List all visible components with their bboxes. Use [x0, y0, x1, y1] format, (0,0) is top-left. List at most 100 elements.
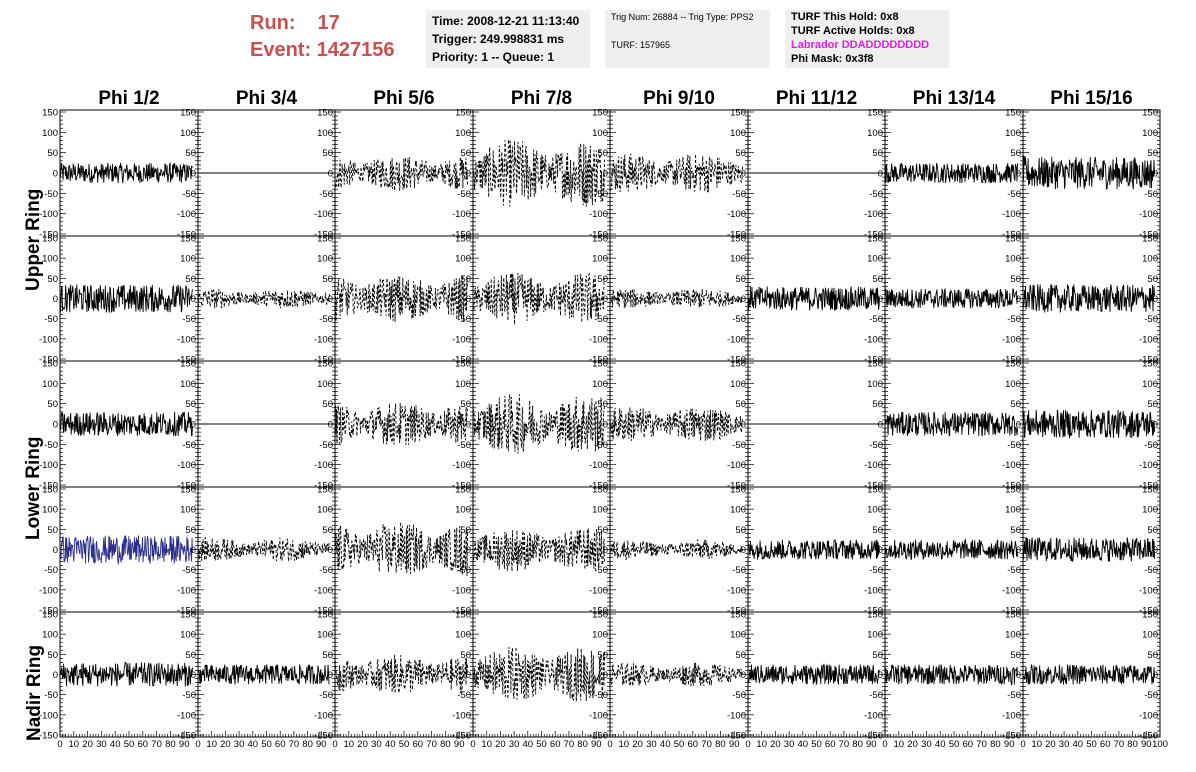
waveform-trace-r1-c5	[747, 286, 880, 311]
y-tick-label: 150	[1005, 234, 1021, 245]
y-tick-label: 100	[867, 379, 883, 390]
waveform-trace-r3-c3	[472, 528, 605, 572]
y-tick-label: 100	[1005, 505, 1021, 516]
y-tick-label: 0	[1153, 670, 1158, 681]
x-tick-label: 0	[470, 739, 475, 750]
waveform-trace-r1-c4	[609, 288, 743, 309]
y-tick-label: 50	[872, 399, 883, 410]
y-tick-label: 100	[42, 254, 58, 265]
x-tick-label: 80	[165, 739, 176, 750]
y-tick-label: 0	[53, 545, 58, 556]
x-tick-label: 50	[536, 739, 547, 750]
x-tick-label: 60	[413, 739, 424, 750]
y-tick-label: 150	[180, 359, 196, 370]
y-tick-label: -100	[177, 334, 196, 345]
y-tick-label: -100	[864, 209, 883, 220]
y-tick-label: 100	[1005, 379, 1021, 390]
y-tick-label: 150	[180, 108, 196, 119]
y-tick-label: 150	[867, 108, 883, 119]
x-tick-label: 10	[894, 739, 905, 750]
y-tick-label: 50	[1147, 399, 1158, 410]
x-tick-label: 60	[275, 739, 286, 750]
y-tick-label: -100	[589, 209, 608, 220]
y-tick-label: 150	[1142, 108, 1158, 119]
y-tick-label: 150	[592, 485, 608, 496]
y-tick-label: -150	[727, 606, 746, 617]
y-tick-label: -50	[594, 314, 608, 325]
waveform-trace-r0-c0	[59, 161, 193, 184]
y-tick-label: -150	[452, 230, 471, 241]
y-tick-label: 50	[1010, 274, 1021, 285]
y-tick-label: 50	[1010, 525, 1021, 536]
x-tick-label: 30	[509, 739, 520, 750]
y-tick-label: -50	[594, 565, 608, 576]
y-tick-label: -100	[589, 585, 608, 596]
y-tick-label: -100	[1139, 710, 1158, 721]
y-tick-label: 50	[185, 525, 196, 536]
waveform-trace-r4-c2	[334, 654, 468, 694]
x-tick-label: 30	[371, 739, 382, 750]
y-tick-label: 50	[322, 148, 333, 159]
y-tick-label: -150	[589, 481, 608, 492]
waveform-trace-r2-c7	[1022, 409, 1155, 439]
y-tick-label: -100	[727, 585, 746, 596]
event-line: Event: 1427156	[250, 37, 395, 64]
y-tick-label: -150	[589, 606, 608, 617]
phi-label-7: Phi 13/14	[912, 88, 996, 109]
y-tick-label: -150	[314, 481, 333, 492]
y-tick-label: 50	[322, 399, 333, 410]
y-tick-label: 0	[328, 294, 333, 305]
y-tick-label: -50	[869, 314, 883, 325]
y-tick-label: -100	[452, 209, 471, 220]
y-tick-label: -100	[314, 334, 333, 345]
y-tick-label: -150	[727, 355, 746, 366]
y-tick-label: 0	[1153, 420, 1158, 431]
y-tick-label: -150	[177, 731, 196, 742]
y-tick-label: 50	[872, 148, 883, 159]
y-tick-label: -100	[452, 460, 471, 471]
x-tick-label: 50	[124, 739, 135, 750]
x-tick-label: 90	[179, 739, 190, 750]
waveform-trace-r3-c4	[609, 539, 743, 560]
y-tick-label: 50	[1010, 650, 1021, 661]
y-tick-label: 100	[180, 505, 196, 516]
y-tick-label: -50	[319, 189, 333, 200]
y-tick-label: -150	[452, 606, 471, 617]
waveform-trace-r3-c5	[747, 539, 880, 560]
y-tick-label: 50	[1147, 650, 1158, 661]
waveform-trace-r1-c3	[472, 272, 605, 325]
y-tick-label: -50	[732, 690, 746, 701]
waveform-trace-r4-c5	[747, 663, 880, 686]
y-tick-label: -150	[177, 481, 196, 492]
y-tick-label: -100	[1139, 585, 1158, 596]
y-tick-label: -50	[732, 440, 746, 451]
y-tick-label: 0	[1153, 169, 1158, 180]
y-tick-label: -50	[319, 440, 333, 451]
phi-label-2: Phi 3/4	[235, 88, 298, 109]
y-tick-label: -50	[1144, 440, 1158, 451]
x-tick-label: 70	[564, 739, 575, 750]
y-tick-label: 0	[1016, 420, 1021, 431]
x-tick-label: 70	[426, 739, 437, 750]
y-tick-label: 150	[42, 234, 58, 245]
x-tick-label: 20	[357, 739, 368, 750]
y-tick-label: 0	[741, 294, 746, 305]
y-tick-label: 50	[1147, 525, 1158, 536]
y-tick-label: 100	[592, 254, 608, 265]
phi-label-3: Phi 5/6	[373, 88, 435, 109]
y-tick-label: -150	[589, 355, 608, 366]
y-tick-label: 100	[42, 630, 58, 641]
y-tick-label: 150	[455, 108, 471, 119]
y-tick-label: 100	[42, 505, 58, 516]
x-tick-label: 0	[607, 739, 612, 750]
y-tick-label: 50	[735, 274, 746, 285]
y-tick-label: 50	[47, 274, 58, 285]
y-tick-label: 0	[878, 545, 883, 556]
y-tick-label: -100	[177, 585, 196, 596]
y-tick-label: 0	[53, 294, 58, 305]
y-tick-label: 0	[1016, 670, 1021, 681]
waveform-trace-r2-c4	[609, 407, 743, 441]
x-tick-label: 70	[289, 739, 300, 750]
x-tick-label: 30	[921, 739, 932, 750]
x-tick-label: 90	[729, 739, 740, 750]
